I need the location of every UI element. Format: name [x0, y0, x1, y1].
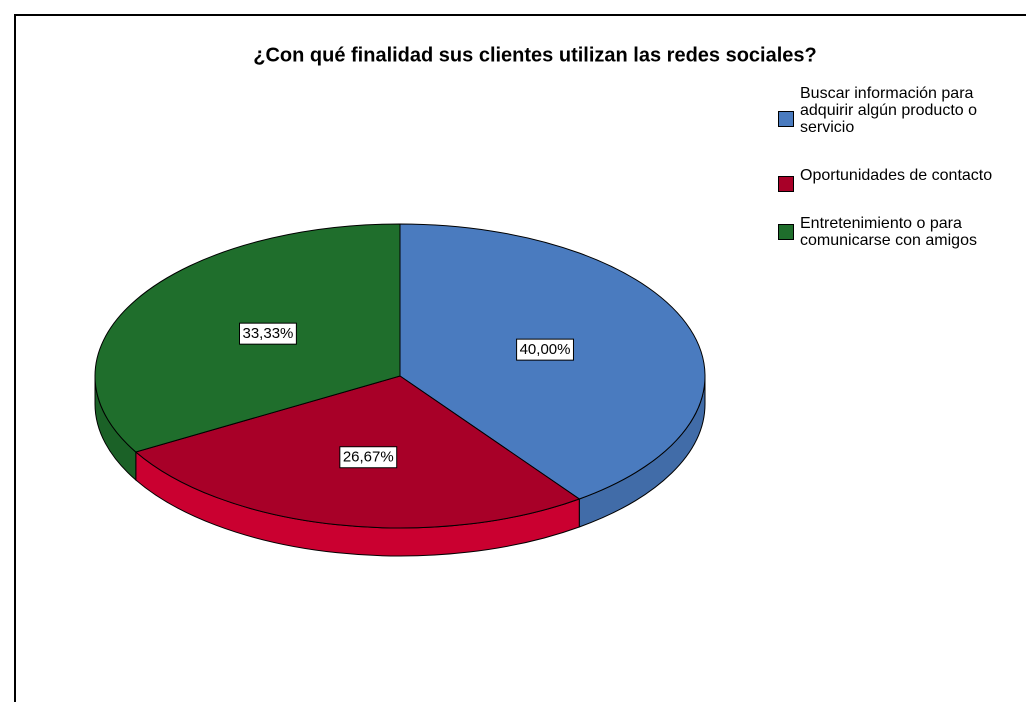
- legend-swatch: [778, 111, 794, 127]
- label-box: [516, 338, 574, 361]
- label-box: [339, 446, 398, 469]
- chart-title: ¿Con qué finalidad sus clientes utilizan…: [253, 44, 817, 66]
- slice: [399, 223, 706, 500]
- legend-label: Buscar información para adquirir algún p…: [800, 85, 978, 136]
- data-label: 26,67%: [343, 449, 394, 466]
- label-box: [239, 322, 297, 345]
- legend-swatch: [778, 224, 794, 240]
- legend-label: Oportunidades de contacto: [800, 167, 993, 184]
- data-label: 40,00%: [520, 341, 571, 358]
- legend-swatch: [778, 176, 794, 192]
- data-label: 33,33%: [243, 325, 294, 342]
- legend-label: Entretenimiento o para comunicarse con a…: [800, 215, 977, 249]
- frame: [14, 14, 1026, 702]
